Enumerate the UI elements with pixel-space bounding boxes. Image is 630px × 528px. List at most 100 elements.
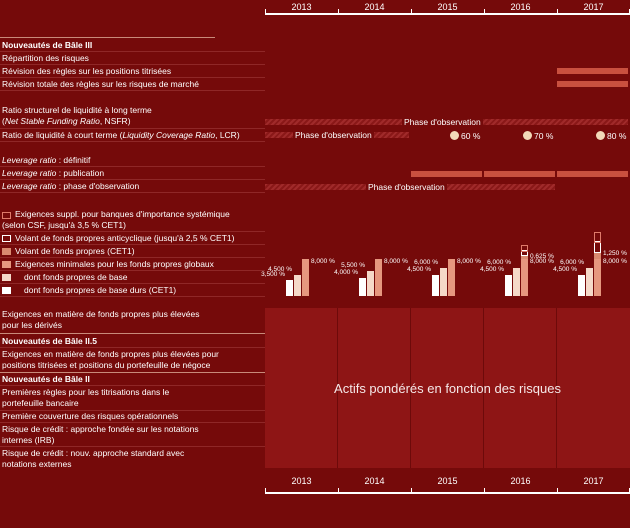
row-divider	[0, 410, 265, 411]
axis-tick	[265, 9, 266, 15]
row-divider	[0, 64, 265, 65]
basel25-row-a-line2: pour les dérivés	[2, 320, 63, 330]
timeline-bar-titrisees	[557, 68, 628, 74]
data-label-minimales: 8,000 %	[384, 258, 408, 266]
row-divider	[0, 347, 265, 348]
bar-exigences-sib	[521, 245, 528, 252]
bar-cet1-durs	[286, 279, 293, 296]
row-titrisees: Révision des règles sur les positions ti…	[2, 66, 172, 76]
row-divider	[0, 422, 265, 423]
legend-minimales: Exigences minimales pour les fonds propr…	[15, 259, 214, 269]
bar-volant-fonds-propres	[521, 255, 528, 260]
year-label: 2014	[364, 476, 385, 486]
legend-swatch-volant	[2, 248, 11, 255]
nsfr-phase-label: Phase d'observation	[402, 117, 483, 127]
basel25-row-a-line1: Exigences en matière de fonds propres pl…	[2, 309, 200, 319]
year-label: 2017	[583, 2, 604, 12]
row-divider	[0, 283, 265, 284]
row-divider	[0, 166, 265, 167]
legend-sib-line1: Exigences suppl. pour banques d'importan…	[15, 209, 230, 219]
lcr-suffix: , LCR)	[215, 130, 240, 140]
basel25-row-b-line1: Exigences en matière de fonds propres pl…	[2, 349, 219, 359]
year-label: 2016	[510, 2, 531, 12]
year-column-divider	[410, 308, 411, 468]
row-divider	[0, 231, 265, 232]
basel25-row-b-line2: positions titrisées et positions du port…	[2, 360, 211, 370]
legend-swatch-minimales	[2, 261, 11, 268]
row-repartition: Répartition des risques	[2, 53, 89, 63]
legend-swatch-base	[2, 274, 11, 281]
row-divider	[0, 77, 265, 78]
timeline-bar-marche	[557, 81, 628, 87]
data-label-base: 4,500 %	[268, 266, 292, 274]
lcr-step-dot	[523, 131, 532, 140]
row-divider	[0, 270, 265, 271]
row-nsfr-line2: (Net Stable Funding Ratio, NSFR)	[2, 116, 131, 126]
bar-fonds-propres-base	[440, 268, 447, 296]
top-year-axis: 2013 2014 2015 2016 2017	[265, 0, 630, 18]
bar-volant-anticyclique	[594, 240, 601, 253]
leverage-suffix: : définitif	[56, 155, 91, 165]
lcr-step-70: 70 %	[534, 131, 554, 141]
year-column-divider	[556, 308, 557, 468]
lcr-step-dot	[450, 131, 459, 140]
row-divider	[0, 128, 265, 129]
year-label: 2015	[437, 2, 458, 12]
leverage-italic: Leverage ratio	[2, 168, 57, 178]
basel2-row2: Première couverture des risques opératio…	[2, 411, 179, 421]
legend-base: dont fonds propres de base	[24, 272, 128, 282]
bar-exigences-minimales	[302, 259, 309, 296]
nsfr-italic: Net Stable Funding Ratio	[4, 116, 100, 126]
bar-exigences-minimales	[594, 259, 601, 296]
legend-sib-line2: (selon CSF, jusqu'à 3,5 % CET1)	[2, 220, 126, 230]
axis-tick	[557, 488, 558, 494]
leverage-italic: Leverage ratio	[2, 181, 57, 191]
bottom-year-axis: 2013 2014 2015 2016 2017	[265, 472, 630, 494]
lcr-italic: Liquidity Coverage Ratio	[122, 130, 216, 140]
basel2-row4-line2: notations externes	[2, 459, 72, 469]
bar-volant-fonds-propres	[594, 251, 601, 260]
bar-fonds-propres-base	[294, 275, 301, 296]
row-leverage-publication: Leverage ratio : publication	[2, 168, 104, 179]
legend-swatch-durs	[2, 287, 11, 294]
row-nsfr-line1: Ratio structurel de liquidité à long ter…	[2, 105, 152, 115]
year-label: 2015	[437, 476, 458, 486]
row-divider	[0, 372, 265, 373]
data-label-base: 6,000 %	[414, 259, 438, 267]
bar-cet1-durs	[432, 275, 439, 296]
axis-tick	[265, 488, 266, 494]
data-label-base: 5,500 %	[341, 261, 365, 269]
row-divider	[0, 446, 265, 447]
data-label-volant: 1,250 %	[603, 249, 627, 257]
timeline-bar-publication-2016	[484, 171, 555, 177]
row-leverage-observation: Leverage ratio : phase d'observation	[2, 181, 139, 192]
timeline-bar-publication-2015	[411, 171, 482, 177]
data-label-base: 6,000 %	[560, 259, 584, 267]
bar-cet1-durs	[359, 277, 366, 296]
axis-tick	[338, 488, 339, 494]
axis-tick	[411, 9, 412, 15]
legend-swatch-anticyclique	[2, 235, 11, 242]
legend-anticyclique: Volant de fonds propres anticyclique (ju…	[15, 233, 235, 243]
year-label: 2014	[364, 2, 385, 12]
leverage-suffix: : phase d'observation	[56, 181, 140, 191]
lcr-phase-label: Phase d'observation	[293, 130, 374, 140]
lcr-step-80: 80 %	[607, 131, 627, 141]
row-divider	[0, 333, 265, 334]
axis-line	[265, 13, 630, 15]
axis-tick	[484, 488, 485, 494]
row-lcr: Ratio de liquidité à court terme (Liquid…	[2, 130, 240, 141]
data-label-minimales: 8,000 %	[530, 258, 554, 266]
row-divider	[0, 90, 265, 91]
leverage-suffix: : publication	[56, 168, 105, 178]
row-divider	[0, 51, 265, 52]
row-divider	[0, 179, 265, 180]
basel2-row3-line2: internes (IRB)	[2, 435, 55, 445]
bar-exigences-sib	[594, 231, 601, 243]
timeline-bar-publication-2017	[557, 171, 628, 177]
year-label: 2013	[291, 476, 312, 486]
axis-tick	[557, 9, 558, 15]
bar-fonds-propres-base	[367, 270, 374, 296]
bar-cet1-durs	[578, 275, 585, 296]
data-label-durs: 4,500 %	[480, 266, 504, 274]
